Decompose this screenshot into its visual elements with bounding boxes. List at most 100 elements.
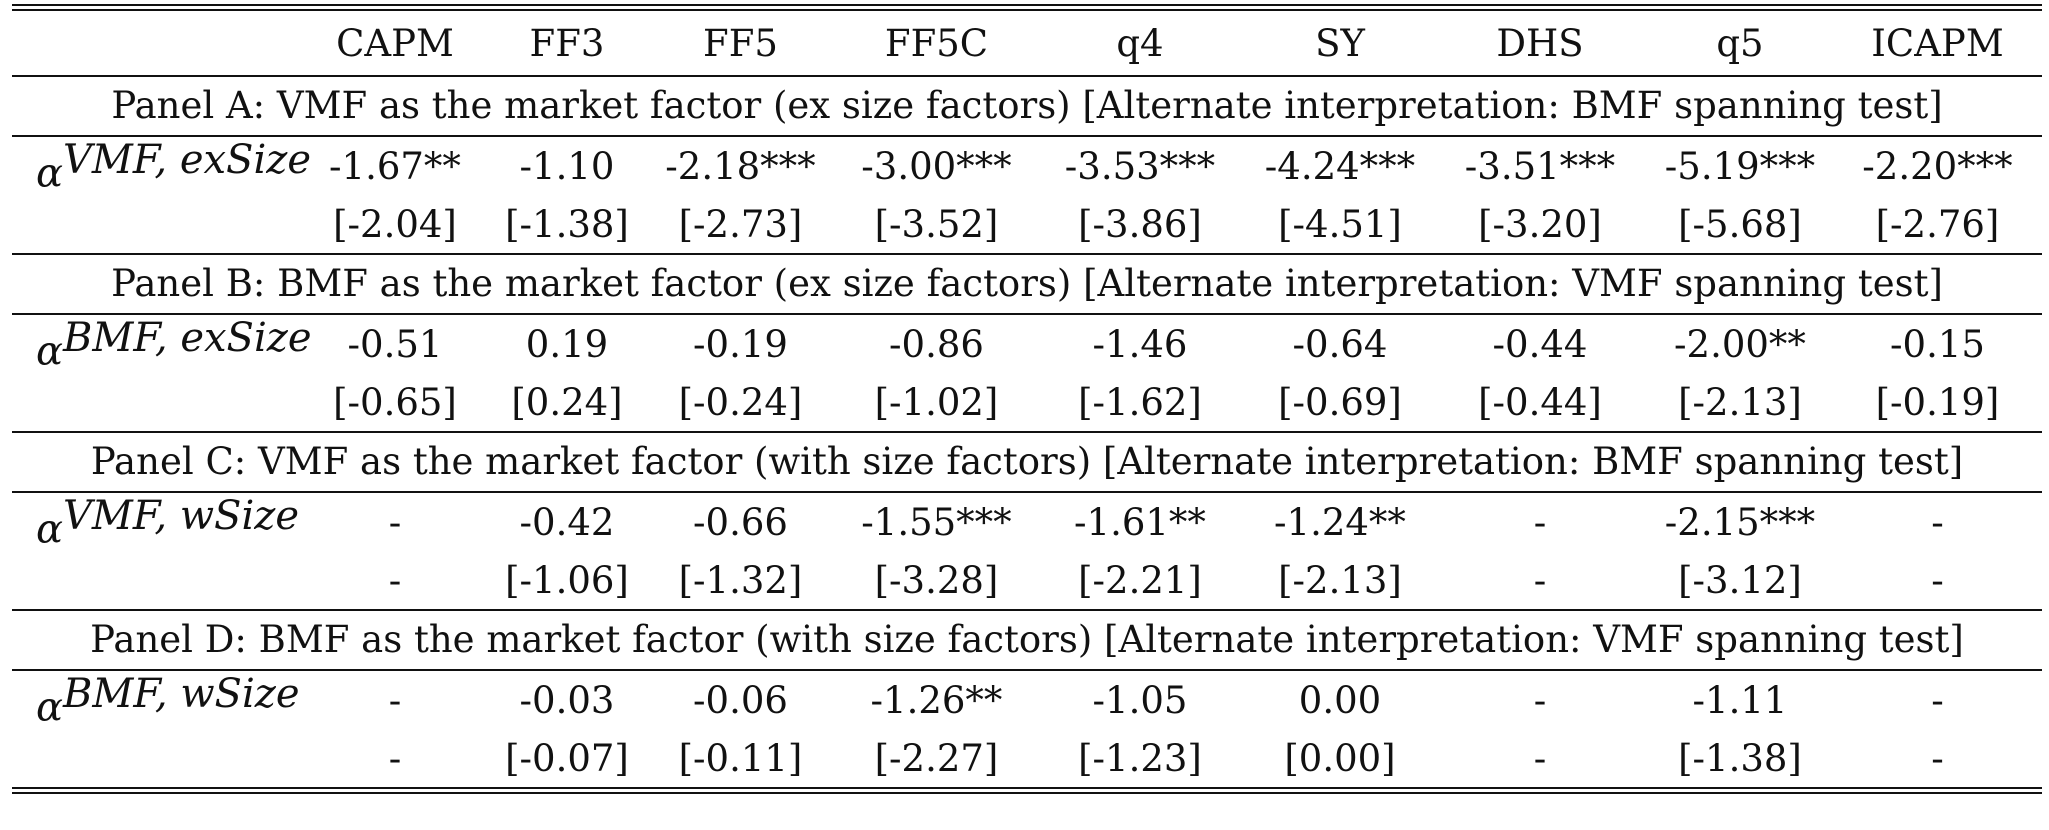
alpha-symbol: α xyxy=(36,328,64,375)
coefficient-cell: -0.51 xyxy=(347,323,443,367)
tstat-cell: [-0.19] xyxy=(1875,380,2000,424)
tstat-cell: [-2.73] xyxy=(678,202,803,246)
alpha-symbol: α xyxy=(36,506,64,553)
coefficient-cell: -1.67** xyxy=(329,145,461,189)
header-cell-icapm: ICAPM xyxy=(1871,21,2004,65)
tstat-cell: [-0.44] xyxy=(1478,380,1602,424)
coefficient-cell: - xyxy=(388,679,402,723)
results-table: CAPM FF3 FF5 FF5C q4 SY DHS q5 ICAPM Pan… xyxy=(12,4,2042,794)
tstat-cell: [-0.65] xyxy=(333,380,457,424)
alpha-symbol: α xyxy=(36,684,64,731)
panel-rule xyxy=(12,253,2042,255)
coefficient-cell: -4.24*** xyxy=(1264,145,1416,189)
panel-title: Panel B: BMF as the market factor (ex si… xyxy=(111,262,1943,305)
coefficient-cell: -1.24** xyxy=(1274,501,1406,545)
table-top-rule xyxy=(12,4,2042,11)
header-cell-ff3: FF3 xyxy=(529,21,605,65)
tstat-cell: [0.24] xyxy=(511,380,623,424)
tstat-cell: [-2.76] xyxy=(1875,202,2000,246)
header-cell-q5: q5 xyxy=(1716,21,1764,65)
tstat-cell: [-0.11] xyxy=(678,736,803,780)
panel-rule xyxy=(12,609,2042,611)
coefficient-row: αBMF, wSize - -0.03 -0.06 -1.26** -1.05 0.00 - -… xyxy=(12,671,2042,730)
coefficient-cell: -0.64 xyxy=(1292,323,1388,367)
tstat-cell: [-1.06] xyxy=(505,558,629,602)
alpha-superscript: BMF, wSize xyxy=(63,671,300,717)
coefficient-cell: -0.15 xyxy=(1890,323,1985,367)
tstat-cell: [-3.28] xyxy=(874,558,999,602)
tstat-row: [-0.65] [0.24] [-0.24] [-1.02] [-1.62] [-0.69… xyxy=(12,373,2042,431)
tstat-cell: - xyxy=(388,736,402,780)
coefficient-cell: -1.05 xyxy=(1092,679,1188,723)
panel-title: Panel A: VMF as the market factor (ex si… xyxy=(111,84,1943,127)
coefficient-cell: -0.03 xyxy=(519,679,615,723)
coefficient-cell: - xyxy=(1931,679,1944,723)
coefficient-cell: -2.00** xyxy=(1674,323,1806,367)
coefficient-cell: -3.00*** xyxy=(861,145,1012,189)
tstat-cell: [-2.13] xyxy=(1678,380,1802,424)
tstat-cell: [-1.38] xyxy=(1678,736,1802,780)
coefficient-row: αBMF, exSize -0.51 0.19 -0.19 -0.86 -1.46 -0.6… xyxy=(12,315,2042,375)
tstat-cell: [-2.27] xyxy=(874,736,999,780)
tstat-cell: [-3.20] xyxy=(1478,202,1602,246)
alpha-superscript: VMF, exSize xyxy=(63,137,311,183)
tstat-cell: [-3.12] xyxy=(1678,558,1802,602)
panel-title: Panel C: VMF as the market factor (with … xyxy=(90,440,1964,483)
tstat-cell: [0.00] xyxy=(1284,736,1396,780)
header-cell-ff5: FF5 xyxy=(703,21,778,65)
tstat-cell: [-1.62] xyxy=(1078,380,1202,424)
alpha-label: αVMF, exSize xyxy=(12,137,311,197)
coefficient-cell: -5.19*** xyxy=(1664,145,1816,189)
coefficient-cell: - xyxy=(1533,501,1547,545)
coefficient-row: αVMF, wSize - -0.42 -0.66 -1.55*** -1.61** -1.… xyxy=(12,493,2042,553)
panel-title-rule xyxy=(12,135,2042,137)
alpha-label: αBMF, wSize xyxy=(12,671,304,730)
tstat-cell: [-0.69] xyxy=(1278,380,1402,424)
alpha-label: αBMF, exSize xyxy=(12,315,312,375)
coefficient-cell: -0.86 xyxy=(889,323,984,367)
coefficient-cell: -1.10 xyxy=(519,145,615,189)
panel-title-rule xyxy=(12,491,2042,493)
tstat-cell: - xyxy=(1533,558,1547,602)
panels-container: Panel A: VMF as the market factor (ex si… xyxy=(12,75,2042,787)
tstat-cell: - xyxy=(388,558,402,602)
coefficient-cell: -1.26** xyxy=(870,679,1003,723)
alpha-superscript: BMF, exSize xyxy=(63,315,312,361)
coefficient-cell: -1.11 xyxy=(1692,679,1788,723)
coefficient-cell: -0.66 xyxy=(693,501,788,545)
coefficient-cell: -1.55*** xyxy=(861,501,1012,545)
tstat-row: [-2.04] [-1.38] [-2.73] [-3.52] [-3.86] [-4.5… xyxy=(12,195,2042,253)
alpha-symbol: α xyxy=(36,150,64,197)
tstat-cell: - xyxy=(1931,558,1944,602)
panel-title-rule xyxy=(12,669,2042,671)
alpha-superscript: VMF, wSize xyxy=(63,493,299,539)
coefficient-cell: -3.51*** xyxy=(1464,145,1616,189)
coefficient-cell: -2.15*** xyxy=(1664,501,1816,545)
tstat-cell: - xyxy=(1931,736,1944,780)
header-cell-ff5c: FF5C xyxy=(884,21,989,65)
tstat-row: - [-1.06] [-1.32] [-3.28] [-2.21] [-2.13] - [-3… xyxy=(12,551,2042,609)
panel-rule xyxy=(12,75,2042,77)
coefficient-cell: -0.19 xyxy=(693,323,788,367)
panel-title: Panel D: BMF as the market factor (with … xyxy=(90,618,1964,661)
coefficient-cell: -0.42 xyxy=(519,501,615,545)
coefficient-cell: - xyxy=(388,501,402,545)
coefficient-cell: 0.00 xyxy=(1298,679,1382,723)
tstat-cell: [-5.68] xyxy=(1678,202,1802,246)
header-cell-dhs: DHS xyxy=(1496,21,1584,65)
header-cell-sy: SY xyxy=(1315,21,1365,65)
panel-title-rule xyxy=(12,313,2042,315)
coefficient-cell: -1.61** xyxy=(1074,501,1206,545)
header-cell-capm: CAPM xyxy=(336,21,454,65)
coefficient-cell: -2.18*** xyxy=(665,145,816,189)
header-row: CAPM FF3 FF5 FF5C q4 SY DHS q5 ICAPM xyxy=(12,11,2042,75)
tstat-cell: [-1.23] xyxy=(1078,736,1202,780)
coefficient-cell: -0.44 xyxy=(1492,323,1588,367)
tstat-cell: [-3.86] xyxy=(1078,202,1202,246)
coefficient-cell: 0.19 xyxy=(525,323,609,367)
tstat-cell: [-2.13] xyxy=(1278,558,1402,602)
tstat-cell: [-0.07] xyxy=(505,736,629,780)
tstat-cell: [-0.24] xyxy=(678,380,803,424)
panel-rule xyxy=(12,431,2042,433)
tstat-cell: - xyxy=(1533,736,1547,780)
